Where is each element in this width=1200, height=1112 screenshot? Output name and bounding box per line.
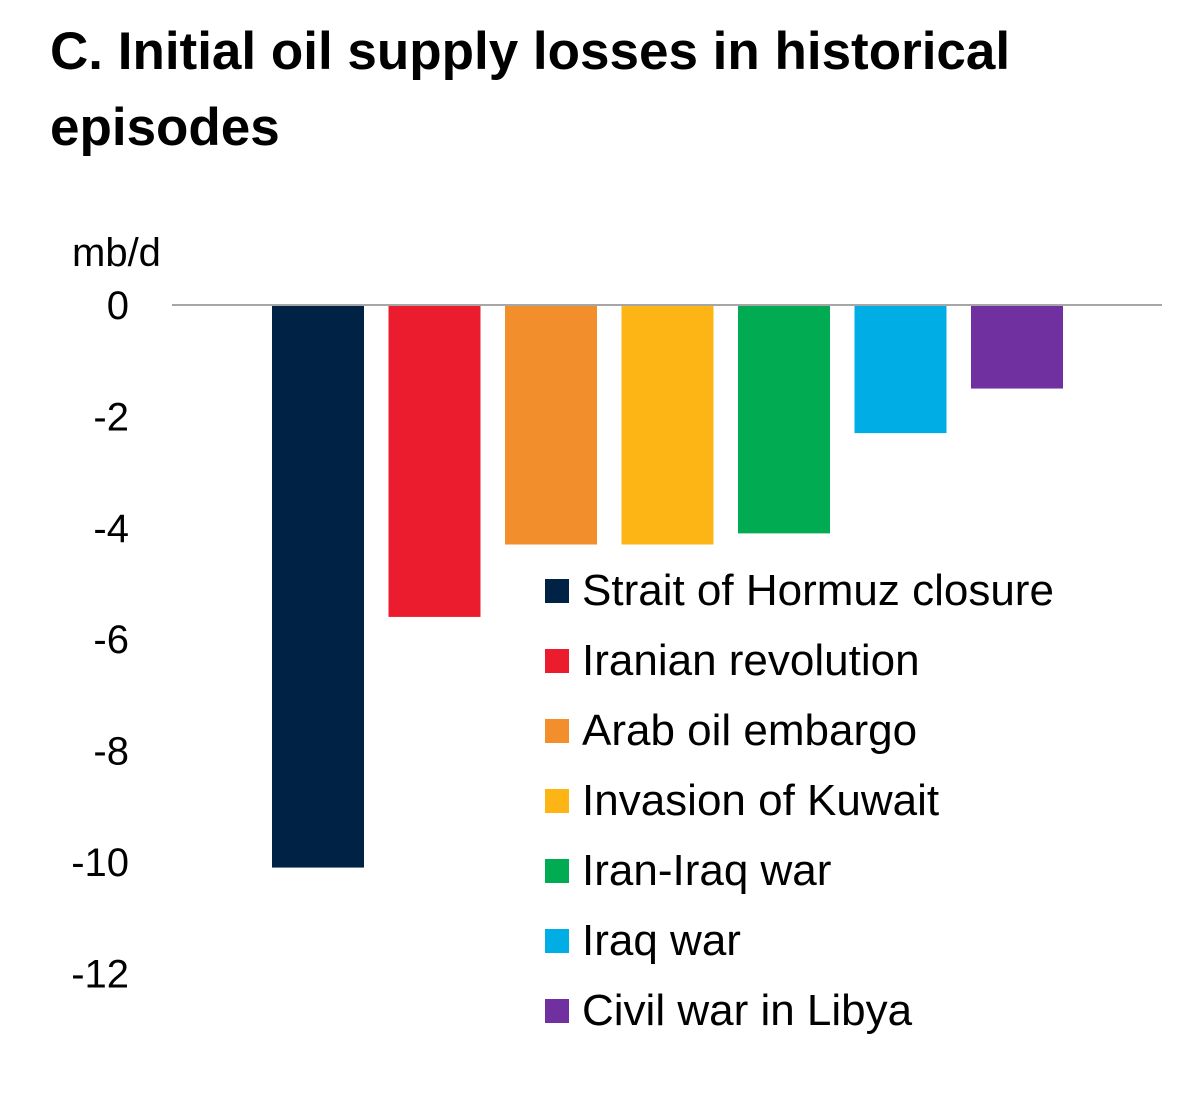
legend-item: Iran-Iraq war — [545, 836, 1054, 906]
y-tick-label: -12 — [71, 952, 129, 996]
bar-2 — [388, 305, 481, 617]
legend-label: Strait of Hormuz closure — [582, 566, 1054, 615]
bar-1 — [272, 305, 364, 868]
legend-swatch — [545, 649, 569, 673]
y-axis-unit-label: mb/d — [72, 231, 161, 275]
legend-label: Invasion of Kuwait — [582, 776, 940, 825]
legend-item: Invasion of Kuwait — [545, 766, 1054, 836]
y-tick-label: 0 — [107, 284, 129, 328]
legend-item: Iranian revolution — [545, 626, 1054, 696]
legend-label: Iran-Iraq war — [582, 846, 832, 895]
bar-4 — [621, 305, 714, 545]
legend-item: Strait of Hormuz closure — [545, 556, 1054, 626]
legend-swatch — [545, 719, 569, 743]
legend-label: Civil war in Libya — [582, 986, 913, 1035]
legend-item: Arab oil embargo — [545, 696, 1054, 766]
y-tick-label: -2 — [93, 395, 129, 439]
bar-7 — [971, 305, 1063, 389]
bar-3 — [505, 305, 597, 545]
y-tick-label: -10 — [71, 841, 129, 885]
legend: Strait of Hormuz closure Iranian revoluti… — [545, 556, 1054, 1046]
legend-swatch — [545, 999, 569, 1023]
y-tick-label: -4 — [93, 507, 129, 551]
legend-item: Civil war in Libya — [545, 976, 1054, 1046]
legend-swatch — [545, 579, 569, 603]
y-tick-labels: 0 -2 -4 -6 -8 -10 -12 — [71, 284, 129, 996]
y-tick-label: -8 — [93, 730, 129, 774]
legend-label: Arab oil embargo — [582, 706, 918, 755]
y-tick-label: -6 — [93, 618, 129, 662]
legend-label: Iranian revolution — [582, 636, 920, 685]
legend-item: Iraq war — [545, 906, 1054, 976]
chart-title: C. Initial oil supply losses in historic… — [50, 22, 1011, 157]
legend-swatch — [545, 929, 569, 953]
bars-group — [272, 305, 1063, 868]
legend-label: Iraq war — [582, 916, 741, 965]
bar-6 — [854, 305, 947, 434]
legend-swatch — [545, 859, 569, 883]
legend-swatch — [545, 789, 569, 813]
bar-5 — [738, 305, 830, 534]
